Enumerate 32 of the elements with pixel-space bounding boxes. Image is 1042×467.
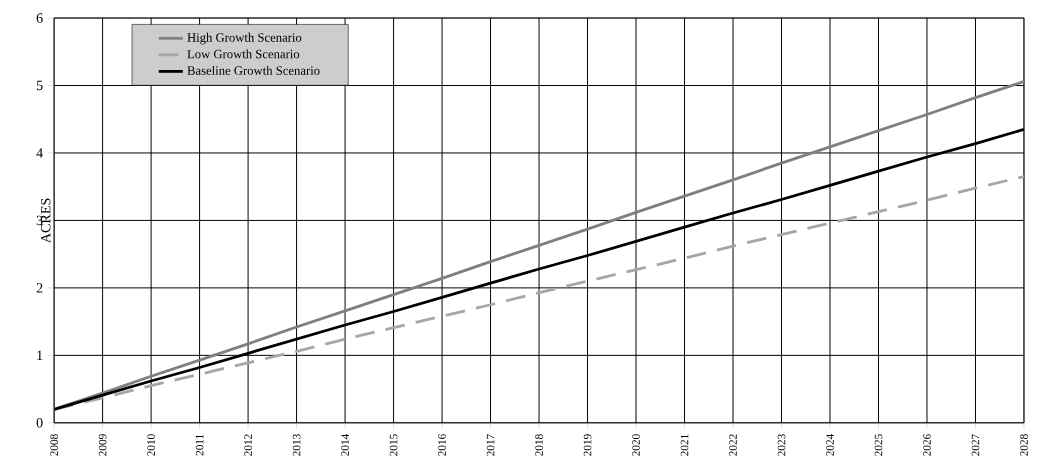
y-tick-label: 2 xyxy=(36,283,43,293)
x-tick-label: 2021 xyxy=(680,434,689,456)
y-tick-label: 1 xyxy=(37,350,43,361)
legend-label: Baseline Growth Scenario xyxy=(187,65,320,75)
y-tick-label: 6 xyxy=(36,13,43,23)
x-tick-label: 2009 xyxy=(98,434,107,456)
x-tick-label: 2017 xyxy=(486,434,495,456)
x-tick-label: 2008 xyxy=(50,434,58,456)
y-tick-label: 3 xyxy=(36,215,43,226)
x-tick-label: 2020 xyxy=(632,434,640,456)
y-axis-title: ACRES xyxy=(41,198,51,244)
x-tick-label: 2023 xyxy=(777,434,786,456)
x-tick-label: 2026 xyxy=(923,434,931,456)
x-tick-label: 2024 xyxy=(826,434,834,456)
x-tick-label: 2015 xyxy=(389,434,398,456)
y-tick-label: 5 xyxy=(36,80,43,91)
y-tick-label: 4 xyxy=(36,148,43,158)
x-tick-label: 2010 xyxy=(147,434,155,456)
x-tick-label: 2013 xyxy=(292,434,301,456)
x-tick-label: 2025 xyxy=(874,434,883,456)
x-tick-label: 2019 xyxy=(583,434,592,456)
legend-label: Low Growth Scenario xyxy=(187,49,300,59)
x-tick-label: 2027 xyxy=(971,434,980,456)
x-tick-label: 2016 xyxy=(438,434,446,456)
x-tick-label: 2014 xyxy=(341,434,349,456)
legend-label: High Growth Scenario xyxy=(187,32,302,45)
y-tick-label: 0 xyxy=(36,418,43,428)
x-tick-label: 2012 xyxy=(244,434,252,456)
x-tick-label: 2028 xyxy=(1020,434,1028,456)
x-tick-label: 2011 xyxy=(195,434,204,456)
x-tick-label: 2022 xyxy=(729,434,737,456)
x-tick-label: 2018 xyxy=(535,434,543,456)
